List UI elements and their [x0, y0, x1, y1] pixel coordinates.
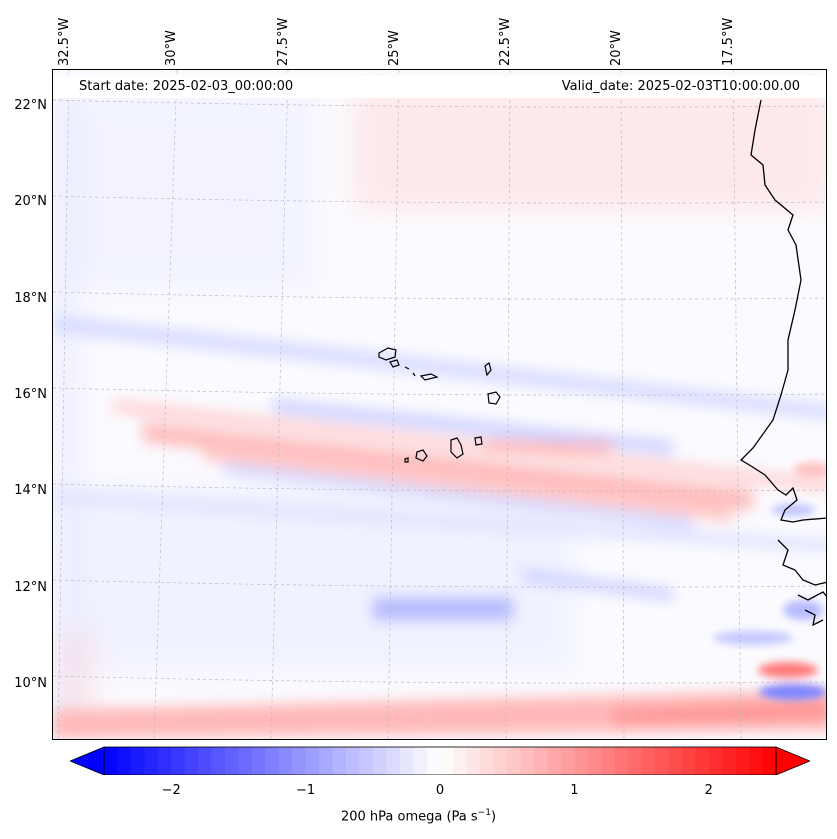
map-panel[interactable]: Start date: 2025-02-03_00:00:00 Valid_da… [52, 69, 827, 740]
lon-label: 25°W [387, 30, 402, 66]
colorbar-segment [493, 747, 508, 775]
colorbar-segment [117, 747, 132, 775]
colorbar-segment [305, 747, 320, 775]
lon-label: 20°W [609, 30, 624, 66]
colorbar-segment [655, 747, 670, 775]
colorbar-units-exponent: −1 [477, 808, 491, 818]
colorbar-segment [668, 747, 683, 775]
lat-label: 16°N [14, 387, 47, 402]
colorbar-segment [144, 747, 159, 775]
colorbar-segment [574, 747, 589, 775]
colorbar-segment [211, 747, 226, 775]
colorbar-segment [453, 747, 468, 775]
colorbar-segment [520, 747, 535, 775]
lon-label: 17.5°W [721, 17, 736, 66]
colorbar-label: 200 hPa omega (Pa s−1) [0, 808, 837, 824]
colorbar-max-extend [775, 746, 810, 775]
colorbar-segment [695, 747, 710, 775]
colorbar-segment [278, 747, 293, 775]
colorbar-segment [708, 747, 723, 775]
coastal-features [713, 462, 826, 700]
colorbar-min-extend [70, 746, 105, 775]
colorbar-segment [184, 747, 199, 775]
colorbar-segment [319, 747, 334, 775]
lat-label: 14°N [14, 483, 47, 498]
colorbar-segment [614, 747, 629, 775]
colorbar-segment [332, 747, 347, 775]
colorbar-segment [534, 747, 549, 775]
colorbar-variable: 200 hPa omega [340, 809, 443, 825]
colorbar-segment [413, 747, 428, 775]
colorbar-outline [103, 746, 777, 775]
colorbar-tick-label: 0 [435, 783, 445, 798]
wave-bands [53, 315, 826, 738]
lat-label: 22°N [14, 98, 47, 113]
graticule [53, 70, 826, 739]
colorbar-units-close: ) [490, 809, 497, 825]
colorbar-segment [641, 747, 656, 775]
lat-label: 10°N [14, 676, 47, 691]
start-date-label: Start date: 2025-02-03_00:00:00 [79, 79, 294, 94]
colorbar-tick-label: 2 [704, 783, 713, 798]
colorbar-segment [130, 747, 145, 775]
lat-label: 20°N [14, 194, 47, 209]
colorbar-segment [345, 747, 360, 775]
colorbar-segment [547, 747, 562, 775]
colorbar-segment [359, 747, 374, 775]
background-tints [53, 90, 826, 730]
colorbar-segment [171, 747, 186, 775]
date-header-bar [53, 76, 826, 98]
lat-label: 18°N [14, 291, 47, 306]
colorbar-tick-label: −2 [161, 783, 181, 798]
colorbar-segment [466, 747, 481, 775]
colorbar-segment [735, 747, 750, 775]
colorbar-segment [587, 747, 602, 775]
colorbar [70, 746, 810, 775]
colorbar-segment [426, 747, 441, 775]
colorbar-segment [224, 747, 239, 775]
colorbar-tick-label: 1 [570, 783, 579, 798]
colorbar-tick-label: −1 [296, 783, 316, 798]
omega-field [53, 70, 826, 739]
colorbar-segment [292, 747, 307, 775]
valid-date-label: Valid_date: 2025-02-03T10:00:00.00 [561, 79, 800, 94]
colorbar-segment [762, 747, 777, 775]
lon-label: 22.5°W [498, 17, 513, 66]
lon-label: 30°W [164, 30, 179, 66]
coastline [739, 99, 826, 627]
colorbar-segment [681, 747, 696, 775]
colorbar-segment [480, 747, 495, 775]
lon-label: 32.5°W [57, 17, 72, 66]
colorbar-segment [440, 747, 455, 775]
colorbar-segment [251, 747, 266, 775]
cape-verde-islands [378, 347, 501, 463]
colorbar-segment [749, 747, 764, 775]
colorbar-segment [198, 747, 213, 775]
colorbar-segment [372, 747, 387, 775]
colorbar-segment [601, 747, 616, 775]
colorbar-segment [104, 747, 119, 775]
colorbar-units: (Pa s [446, 809, 478, 825]
colorbar-segment [386, 747, 401, 775]
colorbar-segment [628, 747, 643, 775]
colorbar-segment [560, 747, 575, 775]
lat-label: 12°N [14, 580, 47, 595]
colorbar-segment [265, 747, 280, 775]
colorbar-segment [157, 747, 172, 775]
colorbar-segment [507, 747, 522, 775]
colorbar-segment [399, 747, 414, 775]
colorbar-segment [722, 747, 737, 775]
lon-label: 27.5°W [276, 17, 291, 66]
colorbar-segment [238, 747, 253, 775]
